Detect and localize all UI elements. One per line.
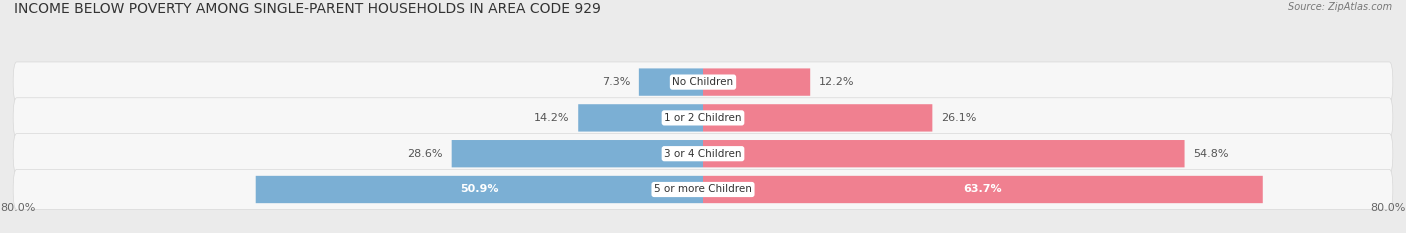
Text: 14.2%: 14.2% bbox=[534, 113, 569, 123]
FancyBboxPatch shape bbox=[13, 98, 1393, 138]
FancyBboxPatch shape bbox=[13, 169, 1393, 210]
Text: 63.7%: 63.7% bbox=[963, 185, 1002, 195]
FancyBboxPatch shape bbox=[451, 140, 703, 167]
Text: 1 or 2 Children: 1 or 2 Children bbox=[664, 113, 742, 123]
FancyBboxPatch shape bbox=[13, 62, 1393, 102]
FancyBboxPatch shape bbox=[703, 69, 810, 96]
Text: 26.1%: 26.1% bbox=[941, 113, 977, 123]
FancyBboxPatch shape bbox=[638, 69, 703, 96]
Text: 50.9%: 50.9% bbox=[460, 185, 499, 195]
FancyBboxPatch shape bbox=[13, 134, 1393, 174]
Text: 7.3%: 7.3% bbox=[602, 77, 630, 87]
FancyBboxPatch shape bbox=[703, 140, 1184, 167]
FancyBboxPatch shape bbox=[703, 104, 932, 132]
Text: Source: ZipAtlas.com: Source: ZipAtlas.com bbox=[1288, 2, 1392, 12]
Text: 80.0%: 80.0% bbox=[1371, 203, 1406, 213]
Text: INCOME BELOW POVERTY AMONG SINGLE-PARENT HOUSEHOLDS IN AREA CODE 929: INCOME BELOW POVERTY AMONG SINGLE-PARENT… bbox=[14, 2, 600, 16]
Text: 80.0%: 80.0% bbox=[0, 203, 35, 213]
FancyBboxPatch shape bbox=[703, 176, 1263, 203]
Text: 3 or 4 Children: 3 or 4 Children bbox=[664, 149, 742, 159]
Text: 12.2%: 12.2% bbox=[818, 77, 855, 87]
Text: No Children: No Children bbox=[672, 77, 734, 87]
FancyBboxPatch shape bbox=[578, 104, 703, 132]
Text: 5 or more Children: 5 or more Children bbox=[654, 185, 752, 195]
Text: 28.6%: 28.6% bbox=[408, 149, 443, 159]
FancyBboxPatch shape bbox=[256, 176, 703, 203]
Text: 54.8%: 54.8% bbox=[1194, 149, 1229, 159]
